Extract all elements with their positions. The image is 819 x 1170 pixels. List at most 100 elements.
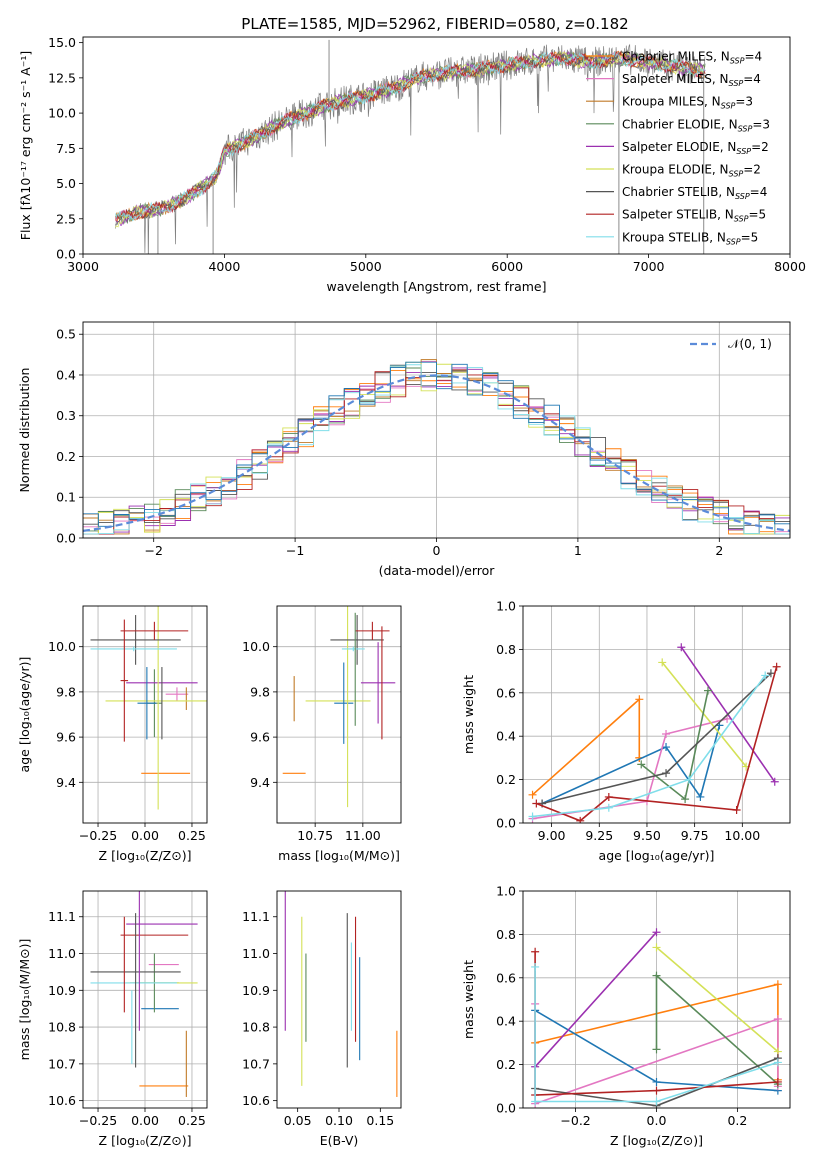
- x-tick-label: 0.25: [178, 1113, 206, 1128]
- y-tick-label: 11.0: [48, 946, 76, 961]
- point-marker: [528, 790, 537, 799]
- y-tick-label: 1.0: [496, 884, 516, 899]
- point-marker: [652, 928, 661, 937]
- x-axis-label: Z [log₁₀(Z/Z⊙)]: [99, 848, 192, 863]
- x-tick-label: −2: [144, 543, 162, 558]
- x-tick-label: 2: [715, 543, 723, 558]
- point-marker: [761, 671, 770, 680]
- y-tick-label: 0.2: [496, 1057, 516, 1072]
- axes-frame: [276, 890, 402, 1109]
- model-line: [115, 51, 706, 222]
- axes-frame: [82, 890, 208, 1109]
- panel-massweight-vs-age: 9.00 9.25 9.50 9.75 10.00 0.0 0.2 0.4 0.6 0.8 1.0 a…: [461, 599, 791, 863]
- x-axis-label: mass [log₁₀(M/M⊙)]: [278, 848, 400, 863]
- series-line: [541, 725, 721, 805]
- panel-spectrum: 3000 4000 5000 6000 7000 8000 0.0 2.5 5.0 7.5 10.0…: [18, 35, 806, 294]
- point-marker: [703, 686, 712, 695]
- y-tick-label: 0.8: [496, 927, 516, 942]
- point-marker: [662, 743, 671, 752]
- legend-label: Salpeter MILES, NSSP=4: [622, 72, 761, 88]
- y-tick-label: 9.6: [56, 730, 76, 745]
- plot-area: [83, 322, 790, 538]
- x-tick-label: 0.10: [325, 1113, 353, 1128]
- point-marker: [770, 777, 779, 786]
- y-tick-label: 10.6: [242, 1093, 270, 1108]
- y-axis-label: mass [log₁₀(M/M⊙)]: [17, 939, 32, 1061]
- model-line: [115, 51, 706, 222]
- y-tick-label: 10.0: [242, 639, 270, 654]
- y-tick-label: 5.0: [56, 176, 76, 191]
- point-marker: [681, 795, 690, 804]
- figure-title: PLATE=1585, MJD=52962, FIBERID=0580, z=0…: [241, 15, 628, 33]
- y-tick-label: 0.2: [496, 772, 516, 787]
- y-tick-label: 0.4: [496, 1014, 516, 1029]
- plot-area: [83, 891, 207, 1108]
- y-axis-label: Normed distribution: [17, 368, 32, 493]
- series-line: [536, 666, 778, 822]
- y-tick-label: 0.0: [56, 531, 76, 546]
- y-tick-label: 10.6: [48, 1093, 76, 1108]
- point-marker: [604, 792, 613, 801]
- x-tick-label: 6000: [491, 259, 523, 274]
- y-tick-label: 2.5: [56, 211, 76, 226]
- y-tick-label: 0.3: [56, 408, 76, 423]
- point-marker: [528, 812, 537, 821]
- x-tick-label: 0.00: [131, 828, 159, 843]
- point-marker: [662, 769, 671, 778]
- spectrum-legend: Chabrier MILES, NSSP=4 Salpeter MILES, NS…: [586, 50, 770, 246]
- y-tick-label: 0.4: [56, 367, 76, 382]
- series-line: [534, 931, 658, 1068]
- x-tick-label: 0: [433, 543, 441, 558]
- x-axis-label: E(B-V): [320, 1133, 359, 1148]
- point-marker: [532, 799, 541, 808]
- legend-label: Chabrier STELIB, NSSP=4: [622, 185, 767, 201]
- y-axis-label: age [log₁₀(age/yr)]: [17, 657, 32, 773]
- y-axis-label: mass weight: [461, 675, 476, 754]
- y-tick-label: 9.8: [56, 684, 76, 699]
- point-marker: [677, 643, 686, 652]
- y-axis-label: Flux [fλ10⁻¹⁷ erg cm⁻² s⁻¹ A⁻¹]: [18, 51, 33, 240]
- legend-label: Chabrier MILES, NSSP=4: [622, 50, 762, 66]
- x-axis-label: wavelength [Angstrom, rest frame]: [326, 279, 546, 294]
- plot-area: [115, 39, 706, 254]
- series-line: [661, 661, 747, 768]
- x-tick-label: 9.25: [585, 828, 613, 843]
- y-tick-label: 0.8: [496, 642, 516, 657]
- y-tick-label: 10.0: [48, 106, 76, 121]
- x-tick-label: −0.2: [560, 1113, 590, 1128]
- x-tick-label: 0.2: [727, 1113, 747, 1128]
- y-tick-label: 7.5: [56, 141, 76, 156]
- y-tick-label: 0.2: [56, 449, 76, 464]
- legend-label: Chabrier ELODIE, NSSP=3: [622, 117, 770, 133]
- x-tick-label: 0.0: [647, 1113, 667, 1128]
- point-marker: [652, 1045, 661, 1054]
- point-marker: [696, 792, 705, 801]
- x-axis-label: (data-model)/error: [379, 563, 496, 578]
- legend-label: Kroupa STELIB, NSSP=5: [622, 230, 758, 246]
- point-marker: [766, 669, 775, 678]
- series-line: [655, 946, 779, 1053]
- y-tick-label: 10.7: [48, 1056, 76, 1071]
- y-tick-label: 11.1: [242, 909, 270, 924]
- axes-frame: [522, 890, 791, 1109]
- legend-label: 𝒩(0, 1): [728, 337, 772, 351]
- x-tick-label: 0.05: [284, 1113, 312, 1128]
- y-tick-label: 11.0: [242, 946, 270, 961]
- gaussian-curve: [83, 374, 790, 532]
- axes-frame: [82, 605, 208, 824]
- y-tick-label: 1.0: [496, 599, 516, 614]
- panel-age-vs-mass: 10.75 11.00 9.4 9.6 9.8 10.0 mass [log₁₀(M/M⊙)…: [242, 605, 402, 863]
- y-tick-label: 0.6: [496, 970, 516, 985]
- x-tick-label: 11.00: [345, 828, 381, 843]
- x-tick-label: 0.15: [366, 1113, 394, 1128]
- x-axis-label: Z [log₁₀(Z/Z⊙)]: [610, 1133, 703, 1148]
- x-tick-label: 7000: [633, 259, 665, 274]
- x-tick-label: 9.50: [633, 828, 661, 843]
- point-marker: [531, 1097, 540, 1106]
- y-tick-label: 0.6: [496, 685, 516, 700]
- panel-mass-vs-Z: −0.25 0.00 0.25 10.6 10.7 10.8 10.9 11.0 11.1 Z […: [17, 890, 208, 1148]
- point-marker: [652, 1077, 661, 1086]
- point-marker: [773, 1058, 782, 1067]
- y-tick-label: 0.0: [496, 816, 516, 831]
- y-tick-label: 0.5: [56, 327, 76, 342]
